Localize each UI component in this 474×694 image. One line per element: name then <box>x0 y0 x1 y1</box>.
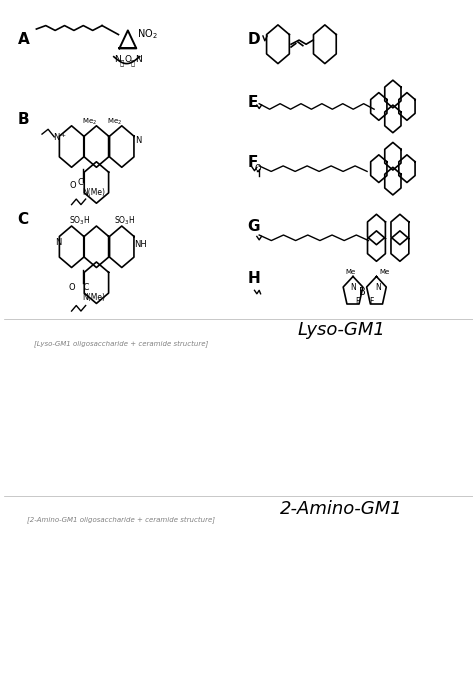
Text: O: O <box>125 55 132 64</box>
Text: SO$_3$H: SO$_3$H <box>114 215 135 228</box>
Text: SO$_3$H: SO$_3$H <box>69 215 91 228</box>
Text: N: N <box>114 55 120 64</box>
Text: Me: Me <box>380 269 390 276</box>
Text: O   C: O C <box>69 283 90 292</box>
Text: N: N <box>375 282 381 291</box>
Text: N(Me): N(Me) <box>82 188 105 197</box>
Text: N: N <box>135 55 142 64</box>
Text: F: F <box>369 297 374 306</box>
Text: N: N <box>135 136 141 145</box>
Text: C: C <box>78 178 83 187</box>
Text: [Lyso-GM1 oligosaccharide + ceramide structure]: [Lyso-GM1 oligosaccharide + ceramide str… <box>34 340 208 347</box>
Text: B: B <box>18 112 29 127</box>
Text: NH: NH <box>134 239 146 248</box>
Text: Lyso-GM1: Lyso-GM1 <box>297 321 385 339</box>
Text: B: B <box>359 287 366 297</box>
Text: D: D <box>247 33 260 47</box>
Text: F: F <box>356 297 360 306</box>
Text: Me: Me <box>345 269 356 276</box>
Text: O: O <box>254 164 261 173</box>
Text: [2-Amino-GM1 oligosaccharide + ceramide structure]: [2-Amino-GM1 oligosaccharide + ceramide … <box>27 516 215 523</box>
Text: G: G <box>247 219 260 234</box>
Text: N(Me): N(Me) <box>82 293 105 302</box>
Text: N: N <box>351 282 356 291</box>
Text: O: O <box>69 181 76 190</box>
Text: N$^+$: N$^+$ <box>53 131 67 143</box>
Text: ⌒: ⌒ <box>120 59 124 65</box>
Text: 2-Amino-GM1: 2-Amino-GM1 <box>280 500 402 518</box>
Text: NO$_2$: NO$_2$ <box>137 28 158 42</box>
Text: N: N <box>55 238 62 246</box>
Text: C: C <box>18 212 29 227</box>
Text: H: H <box>247 271 260 286</box>
Text: A: A <box>18 33 29 47</box>
Text: F: F <box>247 155 258 170</box>
Text: Me$_2$: Me$_2$ <box>107 117 122 127</box>
Text: Me$_2$: Me$_2$ <box>82 117 98 127</box>
Text: ⌒: ⌒ <box>130 59 135 65</box>
Text: E: E <box>247 94 258 110</box>
